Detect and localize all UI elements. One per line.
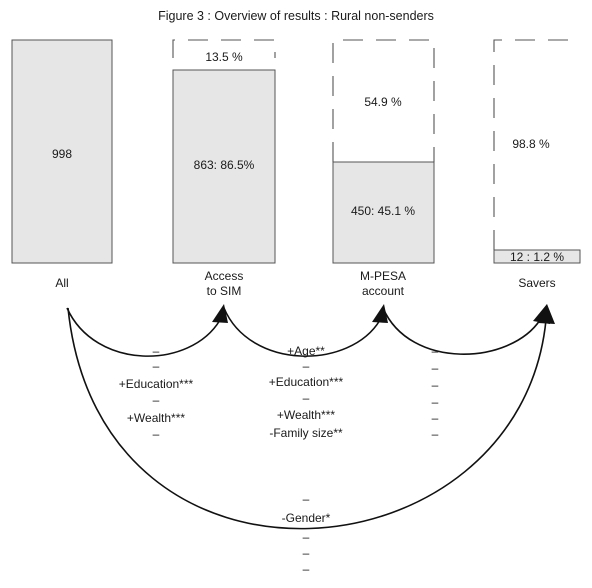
arrow-all-to-sim-head bbox=[212, 304, 228, 323]
arrow-all-to-sim bbox=[66, 307, 221, 357]
factor-item: +Education*** bbox=[269, 375, 344, 389]
factor-item: – bbox=[303, 530, 310, 544]
arrow-all-to-savers-head bbox=[538, 304, 555, 324]
figure-title: Figure 3 : Overview of results : Rural n… bbox=[158, 9, 434, 23]
factor-item: – bbox=[432, 361, 439, 375]
mpesa-filled-bar bbox=[332, 161, 435, 264]
factors-sim-to-mpesa: +Age** – +Education*** – +Wealth*** -Fam… bbox=[269, 344, 344, 440]
factor-item: +Wealth*** bbox=[127, 411, 185, 425]
savers-filled-bar bbox=[493, 249, 581, 264]
factor-item: – bbox=[432, 378, 439, 392]
factor-item: – bbox=[153, 427, 160, 441]
factor-item: +Wealth*** bbox=[277, 408, 335, 422]
factor-item: – bbox=[303, 391, 310, 405]
all-label: All bbox=[55, 276, 68, 290]
factor-item: – bbox=[303, 546, 310, 560]
savers-filled-label: 12 : 1.2 % bbox=[510, 250, 564, 264]
factor-item: +Education*** bbox=[119, 377, 194, 391]
sim-label-line-1: Access bbox=[205, 269, 244, 283]
factor-item: – bbox=[432, 427, 439, 441]
factor-item: – bbox=[153, 359, 160, 373]
arrow-mpesa-to-savers bbox=[382, 307, 541, 355]
factors-mpesa-to-savers: – – – – – – bbox=[432, 344, 439, 441]
mpesa-label-line-1: M-PESA bbox=[360, 269, 406, 283]
mpesa-filled-label: 450: 45.1 % bbox=[351, 204, 415, 218]
factor-item: – bbox=[303, 492, 310, 506]
savers-label: Savers bbox=[518, 276, 555, 290]
all-bar bbox=[11, 39, 113, 264]
sim-label-line-2: to SIM bbox=[207, 284, 242, 298]
factor-item: -Gender* bbox=[282, 511, 331, 525]
factors-all-to-savers: – -Gender* – – – bbox=[282, 492, 331, 576]
mpesa-remainder-outline bbox=[332, 39, 435, 162]
savers-remainder-label: 98.8 % bbox=[512, 137, 550, 151]
factor-item: – bbox=[153, 393, 160, 407]
mpesa-remainder-label: 54.9 % bbox=[364, 95, 402, 109]
factor-item: – bbox=[303, 562, 310, 576]
arrow-sim-to-mpesa bbox=[223, 307, 381, 357]
arrow-all-to-savers bbox=[67, 307, 547, 530]
sim-remainder-outline bbox=[172, 39, 276, 58]
factor-item: – bbox=[432, 344, 439, 358]
all-count: 998 bbox=[52, 147, 72, 161]
factor-item: – bbox=[153, 344, 160, 358]
savers-remainder-outline bbox=[493, 39, 580, 250]
sim-remainder-label: 13.5 % bbox=[205, 50, 243, 64]
sim-filled-bar bbox=[172, 69, 276, 264]
factor-item: – bbox=[432, 411, 439, 425]
factor-item: – bbox=[432, 395, 439, 409]
sim-filled-label: 863: 86.5% bbox=[194, 158, 255, 172]
mpesa-label-line-2: account bbox=[362, 284, 405, 298]
factor-item: – bbox=[303, 359, 310, 373]
factor-item: -Family size** bbox=[269, 426, 343, 440]
factors-all-to-sim: – – +Education*** – +Wealth*** – bbox=[119, 344, 194, 441]
factor-item: +Age** bbox=[287, 344, 325, 358]
